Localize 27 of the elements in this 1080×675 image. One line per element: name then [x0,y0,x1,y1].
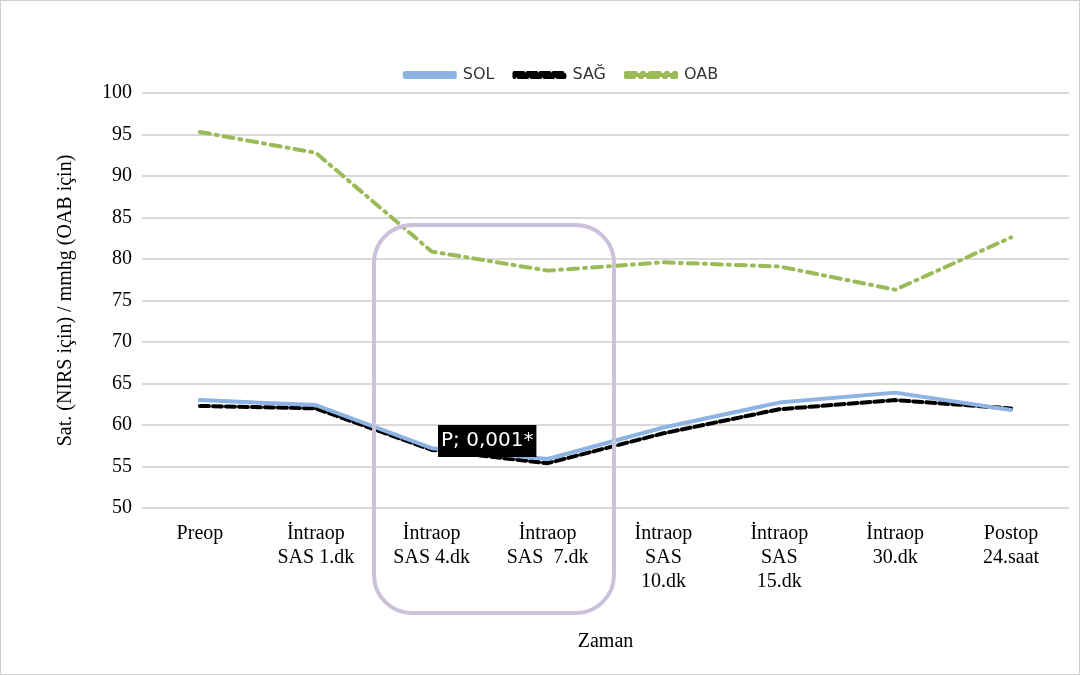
y-tick-label: 70 [112,329,132,352]
legend-label: SAĞ [572,64,606,84]
line-series [197,398,1014,466]
y-tick-label: 65 [112,370,132,393]
x-tick-label: İntraop SAS 4.dk [393,521,471,568]
y-tick-label: 60 [112,412,132,435]
x-tick-label: İntraop SAS 10.dk [634,521,693,592]
y-tick-label: 85 [112,204,132,227]
y-tick-label: 100 [102,80,132,103]
legend-label: OAB [683,64,719,84]
y-axis-title: Sat. (NIRS için) / mmhg (OAB için) [53,154,77,447]
y-tick-label: 50 [112,495,132,518]
y-tick-label: 80 [112,246,132,269]
x-tick-label: Postop 24.saat [983,521,1040,568]
x-axis-title: Zaman [577,629,634,652]
y-tick-label: 95 [112,121,132,144]
y-tick-label: 75 [112,287,132,310]
x-tick-label: Preop [176,521,224,545]
x-tick-label: İntraop 30.dk [866,521,925,568]
legend-label: SOL [462,64,495,84]
x-tick-label: İntraop SAS 1.dk [277,521,355,568]
y-tick-label: 90 [112,163,132,186]
x-tick-label: İntraop SAS 15.dk [750,521,809,592]
annotation: P; 0,001* [441,427,534,452]
x-tick-label: İntraop SAS 7.dk [506,521,589,568]
y-tick-label: 55 [112,453,132,476]
line-series [197,130,1014,292]
